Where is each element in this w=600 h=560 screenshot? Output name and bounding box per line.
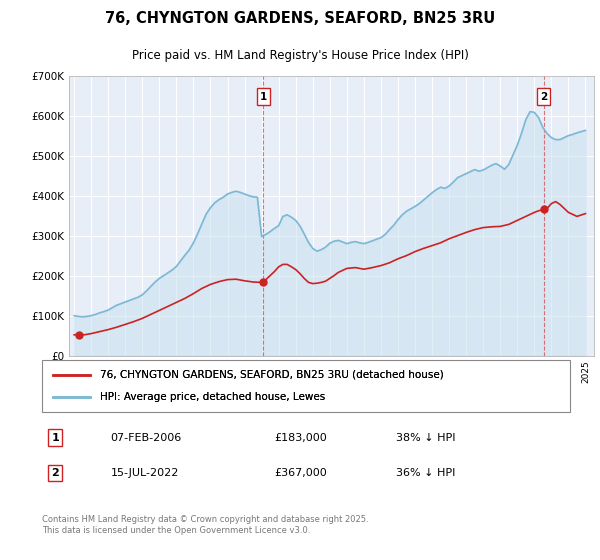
- Text: 76, CHYNGTON GARDENS, SEAFORD, BN25 3RU: 76, CHYNGTON GARDENS, SEAFORD, BN25 3RU: [105, 11, 495, 26]
- Text: 1: 1: [52, 432, 59, 442]
- Text: 2: 2: [52, 468, 59, 478]
- Text: 38% ↓ HPI: 38% ↓ HPI: [396, 432, 455, 442]
- Text: £367,000: £367,000: [274, 468, 327, 478]
- Text: Price paid vs. HM Land Registry's House Price Index (HPI): Price paid vs. HM Land Registry's House …: [131, 49, 469, 62]
- Text: 07-FEB-2006: 07-FEB-2006: [110, 432, 182, 442]
- Text: 36% ↓ HPI: 36% ↓ HPI: [396, 468, 455, 478]
- Text: £183,000: £183,000: [274, 432, 327, 442]
- Text: 1: 1: [260, 92, 267, 101]
- Text: Contains HM Land Registry data © Crown copyright and database right 2025.
This d: Contains HM Land Registry data © Crown c…: [42, 515, 368, 535]
- Text: HPI: Average price, detached house, Lewes: HPI: Average price, detached house, Lewe…: [100, 392, 325, 402]
- Text: 76, CHYNGTON GARDENS, SEAFORD, BN25 3RU (detached house): 76, CHYNGTON GARDENS, SEAFORD, BN25 3RU …: [100, 370, 444, 380]
- Text: 2: 2: [540, 92, 547, 101]
- Text: 15-JUL-2022: 15-JUL-2022: [110, 468, 179, 478]
- Text: HPI: Average price, detached house, Lewes: HPI: Average price, detached house, Lewe…: [100, 392, 325, 402]
- Text: 76, CHYNGTON GARDENS, SEAFORD, BN25 3RU (detached house): 76, CHYNGTON GARDENS, SEAFORD, BN25 3RU …: [100, 370, 444, 380]
